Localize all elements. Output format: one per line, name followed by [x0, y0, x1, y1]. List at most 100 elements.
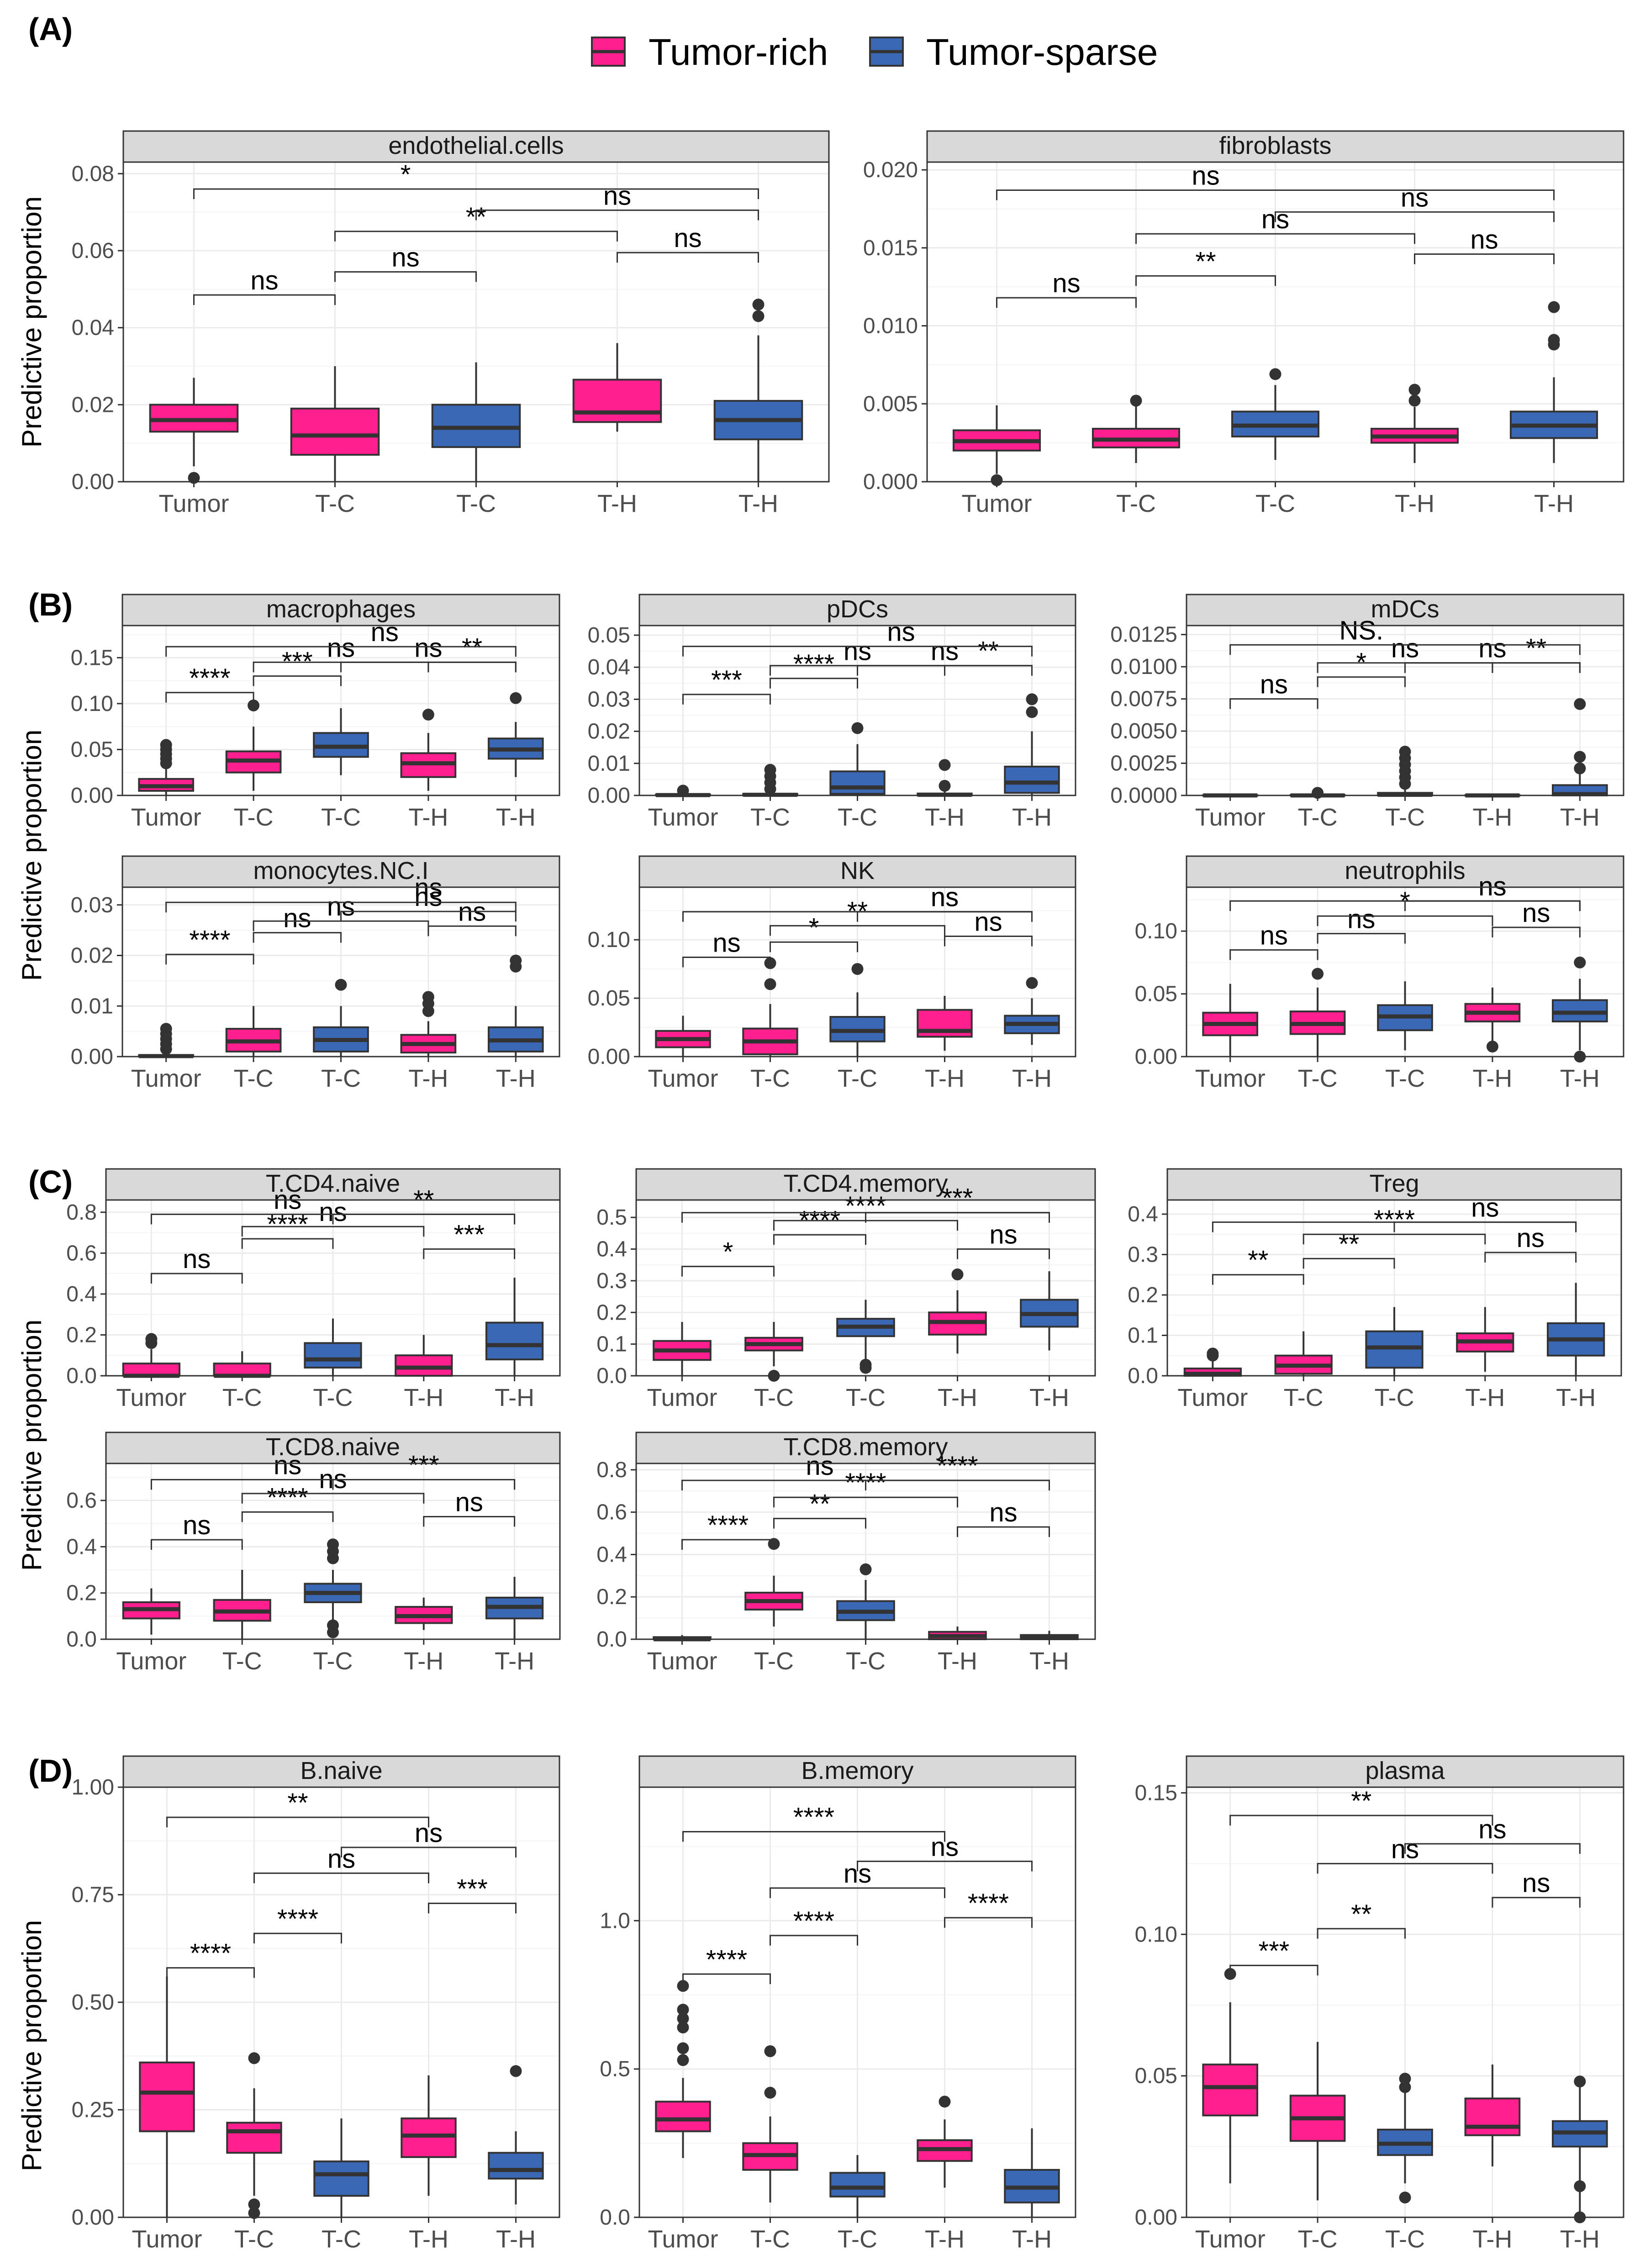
strip-title: Treg: [1369, 1170, 1419, 1197]
comparison-bracket: ns: [1135, 205, 1415, 244]
x-tick-label: T-H: [496, 1065, 536, 1092]
bracket-line: [1212, 1221, 1577, 1232]
y-tick-label: 0.15: [1135, 1781, 1177, 1805]
y-tick-label: 0.50: [72, 1990, 114, 2015]
y-tick-label: 0.05: [588, 986, 630, 1010]
bracket-line: [682, 1831, 945, 1842]
bracket-line: [1229, 949, 1318, 960]
outlier-point: [677, 2021, 689, 2034]
bracket-line: [423, 1516, 516, 1527]
bracket-line: [1229, 900, 1581, 911]
significance-label: *: [401, 160, 411, 189]
comparison-bracket: ns: [150, 1450, 516, 1490]
x-tick-label: T-C: [1298, 804, 1338, 831]
strip-title: mDCs: [1371, 595, 1440, 623]
x-tick-label: T-C: [456, 490, 496, 517]
facet-endothelial-cells: endothelial.cells 0.00 0.02 0.04 0.06 0.08 ns n…: [72, 130, 830, 517]
bracket-line: [770, 678, 858, 689]
y-tick-label: 0.0: [596, 1627, 627, 1652]
significance-label: ***: [711, 665, 742, 695]
outlier-point: [1207, 1347, 1219, 1360]
x-tick-label: T-H: [404, 1647, 443, 1675]
bracket-line: [770, 925, 945, 936]
comparison-bracket: ns: [1229, 921, 1318, 960]
y-tick-label: 0.005: [863, 392, 918, 416]
y-tick-label: 0.03: [71, 893, 113, 917]
box-5: [485, 1278, 544, 1376]
y-tick-label: 0.5: [600, 2057, 630, 2081]
y-tick-label: 0.4: [66, 1535, 97, 1559]
bracket-line: [253, 932, 342, 943]
y-tick-label: 0.8: [596, 1458, 627, 1482]
significance-label: **: [978, 637, 998, 666]
outlier-point: [939, 759, 951, 771]
box-body: [290, 407, 380, 456]
x-tick-label: T-H: [1012, 1065, 1052, 1092]
x-tick-label: T-C: [750, 2226, 790, 2253]
box-1: [122, 1333, 181, 1378]
outlier-point: [510, 954, 522, 967]
box-body: [572, 379, 662, 423]
y-tick-label: 0.05: [1135, 982, 1177, 1006]
x-tick-label: T-C: [1116, 490, 1156, 517]
legend-label-tumor-rich: Tumor-rich: [649, 32, 828, 73]
box-2: [744, 1322, 803, 1382]
bracket-line: [996, 189, 1555, 200]
significance-label: NS.: [1339, 616, 1383, 645]
strip-background: [121, 594, 560, 626]
box-2: [1289, 2042, 1346, 2200]
facet-monocytes-nc-i: monocytes.NC.I0.000.010.020.03****ns nsns…: [71, 855, 560, 1092]
y-tick-label: 1.0: [600, 1909, 630, 1933]
outlier-point: [677, 2054, 689, 2066]
comparison-bracket: ns: [165, 617, 517, 657]
strip-background: [635, 1431, 1096, 1464]
x-tick-label: T-C: [313, 1384, 353, 1411]
x-tick-label: T-C: [750, 804, 790, 831]
outlier-point: [1399, 2081, 1411, 2093]
x-tick-label: Tumor: [648, 804, 718, 831]
bracket-line: [340, 661, 517, 673]
bracket-line: [1317, 676, 1406, 687]
x-tick-label: T-H: [925, 2226, 965, 2253]
significance-label: ns: [414, 873, 442, 903]
bracket-line: [1303, 1258, 1395, 1269]
strip-title: B.memory: [801, 1757, 913, 1784]
box-body: [1202, 2063, 1259, 2116]
box-3: [836, 1563, 895, 1639]
x-tick-label: T-C: [1375, 1384, 1414, 1411]
outlier-point: [1574, 698, 1586, 710]
box-4: [1370, 384, 1459, 463]
box-3: [836, 1300, 895, 1374]
box-1: [952, 405, 1041, 486]
x-tick-label: T-H: [1012, 804, 1052, 831]
box-1: [1202, 984, 1259, 1057]
x-tick-label: T-C: [846, 1647, 886, 1675]
y-tick-label: 0.10: [71, 692, 113, 716]
x-tick-label: T-C: [754, 1647, 794, 1675]
strip-background: [1186, 855, 1624, 888]
box-1: [138, 739, 195, 795]
plots: endothelial.cells0.000.020.040.060.08nsn…: [66, 130, 1624, 2253]
x-tick-label: T-C: [1385, 1065, 1425, 1092]
x-tick-label: T-C: [1385, 804, 1425, 831]
x-tick-label: T-C: [1284, 1384, 1324, 1411]
outlier-point: [248, 2052, 260, 2064]
bracket-line: [773, 1518, 866, 1529]
box-4: [1464, 2064, 1521, 2167]
y-tick-label: 0.5: [596, 1205, 627, 1230]
x-tick-label: T-H: [1556, 1384, 1596, 1411]
box-5: [1004, 693, 1060, 795]
box-5: [1551, 698, 1608, 797]
box-4: [1464, 987, 1521, 1053]
box-5: [487, 692, 544, 777]
y-tick-label: 0.0: [596, 1364, 627, 1388]
x-tick-label: T-C: [754, 1384, 794, 1411]
bracket-line: [253, 1932, 342, 1944]
outlier-point: [764, 2087, 776, 2099]
y-tick-label: 0.02: [588, 720, 630, 744]
y-tick-label: 0.75: [72, 1883, 114, 1907]
box-body: [401, 2117, 457, 2158]
y-tick-label: 0.00: [72, 470, 114, 494]
x-tick-label: T-H: [1560, 804, 1600, 831]
